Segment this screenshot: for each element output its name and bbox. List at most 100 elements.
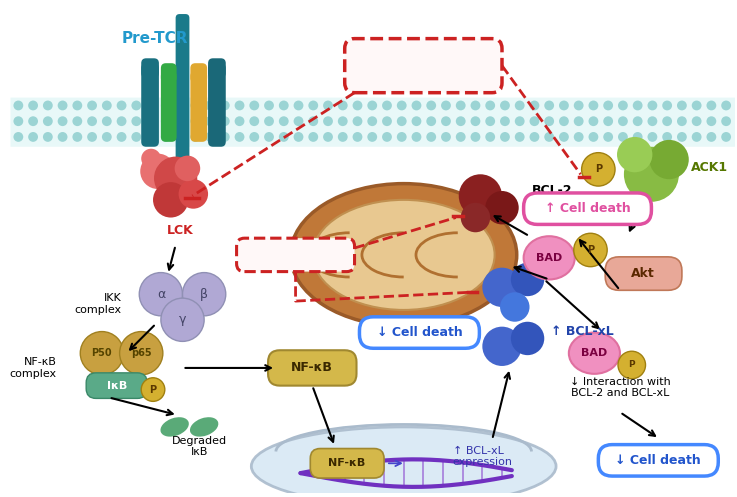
Circle shape xyxy=(264,100,274,110)
Ellipse shape xyxy=(523,236,575,279)
Circle shape xyxy=(470,116,481,126)
Circle shape xyxy=(500,116,510,126)
Circle shape xyxy=(57,132,68,142)
Circle shape xyxy=(485,116,495,126)
FancyBboxPatch shape xyxy=(208,63,226,147)
FancyBboxPatch shape xyxy=(10,97,735,147)
Circle shape xyxy=(500,100,510,110)
FancyBboxPatch shape xyxy=(161,63,177,83)
Text: BAD: BAD xyxy=(581,348,607,358)
Circle shape xyxy=(249,100,259,110)
Circle shape xyxy=(426,116,436,126)
Text: BAD: BAD xyxy=(536,253,562,263)
Text: ↑ BCL-xL: ↑ BCL-xL xyxy=(551,325,614,338)
Circle shape xyxy=(441,100,451,110)
Circle shape xyxy=(574,100,584,110)
Ellipse shape xyxy=(290,183,517,326)
Text: ↓ Cell death: ↓ Cell death xyxy=(377,326,462,339)
Ellipse shape xyxy=(251,427,556,497)
Circle shape xyxy=(102,100,112,110)
Circle shape xyxy=(175,156,200,181)
Circle shape xyxy=(249,132,259,142)
Circle shape xyxy=(397,100,407,110)
Circle shape xyxy=(722,132,731,142)
Circle shape xyxy=(338,100,348,110)
Circle shape xyxy=(529,132,539,142)
Circle shape xyxy=(604,100,613,110)
Circle shape xyxy=(154,157,198,200)
Circle shape xyxy=(28,100,38,110)
Circle shape xyxy=(458,174,502,218)
FancyBboxPatch shape xyxy=(208,58,226,78)
Text: ↓ Interaction with
BCL-2 and BCL-xL: ↓ Interaction with BCL-2 and BCL-xL xyxy=(570,377,671,399)
Circle shape xyxy=(382,100,392,110)
Circle shape xyxy=(722,100,731,110)
Circle shape xyxy=(559,116,569,126)
Circle shape xyxy=(511,263,544,296)
Circle shape xyxy=(411,132,422,142)
Circle shape xyxy=(28,116,38,126)
Circle shape xyxy=(116,100,127,110)
FancyBboxPatch shape xyxy=(161,71,177,142)
Circle shape xyxy=(677,100,687,110)
Circle shape xyxy=(589,116,598,126)
Text: NF-κB: NF-κB xyxy=(291,361,333,374)
Text: P: P xyxy=(150,385,156,395)
Circle shape xyxy=(161,116,171,126)
Circle shape xyxy=(411,116,422,126)
Circle shape xyxy=(500,132,510,142)
Circle shape xyxy=(559,132,569,142)
Circle shape xyxy=(707,100,716,110)
Circle shape xyxy=(426,132,436,142)
Circle shape xyxy=(352,100,363,110)
Circle shape xyxy=(234,116,245,126)
Text: P50: P50 xyxy=(91,348,112,358)
Circle shape xyxy=(604,132,613,142)
Circle shape xyxy=(146,116,156,126)
FancyBboxPatch shape xyxy=(523,193,652,225)
Circle shape xyxy=(677,116,687,126)
Circle shape xyxy=(205,116,215,126)
Ellipse shape xyxy=(312,200,495,310)
Circle shape xyxy=(43,100,53,110)
Circle shape xyxy=(618,351,646,379)
Circle shape xyxy=(482,268,522,307)
Circle shape xyxy=(648,100,657,110)
Circle shape xyxy=(116,132,127,142)
Circle shape xyxy=(544,132,554,142)
Circle shape xyxy=(80,331,124,375)
FancyBboxPatch shape xyxy=(360,317,479,348)
Text: P: P xyxy=(595,165,602,174)
Circle shape xyxy=(142,378,165,402)
Circle shape xyxy=(367,132,377,142)
Circle shape xyxy=(146,132,156,142)
Circle shape xyxy=(142,149,161,168)
Circle shape xyxy=(13,116,24,126)
Circle shape xyxy=(455,132,466,142)
Circle shape xyxy=(485,100,495,110)
Circle shape xyxy=(234,100,245,110)
Circle shape xyxy=(722,116,731,126)
Circle shape xyxy=(511,322,544,355)
Circle shape xyxy=(367,116,377,126)
Circle shape xyxy=(205,132,215,142)
Circle shape xyxy=(633,116,643,126)
Circle shape xyxy=(279,100,289,110)
Ellipse shape xyxy=(161,417,189,437)
Circle shape xyxy=(264,116,274,126)
Text: NF-κB
complex: NF-κB complex xyxy=(10,357,57,379)
Circle shape xyxy=(338,116,348,126)
Circle shape xyxy=(293,116,304,126)
Circle shape xyxy=(648,132,657,142)
Circle shape xyxy=(663,116,672,126)
Circle shape xyxy=(624,147,679,202)
Circle shape xyxy=(175,116,186,126)
Circle shape xyxy=(692,116,702,126)
Circle shape xyxy=(352,132,363,142)
Circle shape xyxy=(72,132,83,142)
Text: NF-κB: NF-κB xyxy=(328,458,366,468)
Text: P: P xyxy=(629,360,635,369)
Circle shape xyxy=(43,116,53,126)
Circle shape xyxy=(382,132,392,142)
Text: ↑ BCL-xL
expression: ↑ BCL-xL expression xyxy=(453,446,513,467)
